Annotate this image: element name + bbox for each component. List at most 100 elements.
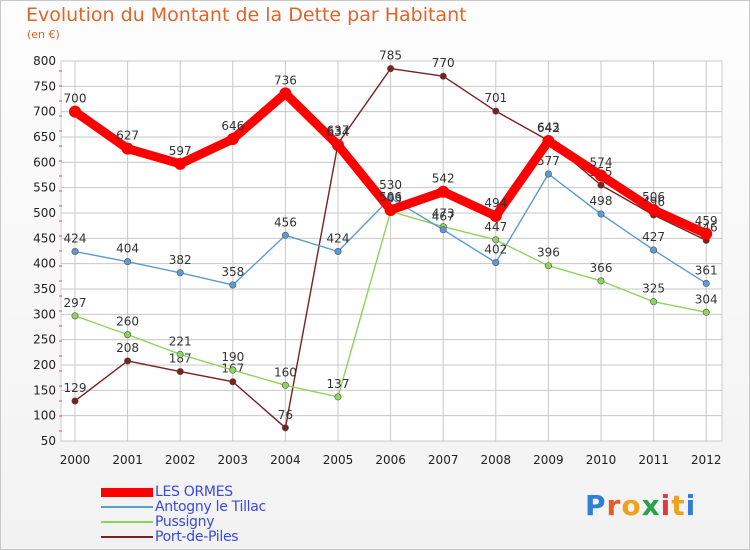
legend-item-port-de-piles: Port-de-Piles [101,529,239,545]
y-tick-label: 300 [33,307,56,321]
data-label: 634 [327,125,350,139]
data-point [229,366,237,374]
data-point [492,236,500,244]
data-point [229,378,237,386]
data-point [544,262,552,270]
y-tick-label: 550 [33,181,56,195]
data-label: 424 [64,232,87,246]
data-label: 736 [274,73,297,87]
data-label: 642 [537,121,560,135]
data-point [597,181,605,189]
data-point [71,397,79,405]
data-label: 325 [642,282,665,296]
x-tick-label: 2003 [218,453,249,467]
legend-swatch-antogny [101,506,153,508]
data-label: 459 [695,214,718,228]
legend-item-antogny: Antogny le Tillac [101,499,266,515]
data-point [489,210,502,223]
data-point [176,269,184,277]
data-label: 530 [379,178,402,192]
data-label: 542 [432,172,455,186]
data-label: 700 [64,92,87,106]
data-point [492,259,500,267]
legend-label-antogny: Antogny le Tillac [155,499,266,515]
data-label: 456 [274,215,297,229]
x-tick-label: 2007 [428,453,459,467]
data-point [226,133,239,146]
data-label: 402 [484,243,507,257]
logo-letter: o [621,489,642,522]
x-tick-label: 2002 [165,453,196,467]
data-label: 473 [432,207,455,221]
logo-letter: i [685,489,697,522]
y-tick-label: 750 [33,79,56,93]
logo-letter: t [671,489,686,522]
x-tick-label: 2010 [586,453,617,467]
data-point [176,350,184,358]
legend-label-les-ormes: LES ORMES [155,484,233,500]
unit-label: (en €) [27,28,60,41]
data-label: 396 [537,246,560,260]
data-label: 424 [327,232,350,246]
data-point [597,210,605,218]
legend-swatch-port-de-piles [101,536,153,538]
data-label: 447 [484,220,507,234]
data-point [387,65,395,73]
data-point [700,227,713,240]
data-label: 190 [221,350,244,364]
data-label: 597 [169,144,192,158]
y-tick-label: 150 [33,383,56,397]
x-tick-label: 2011 [638,453,669,467]
data-point [439,226,447,234]
x-tick-label: 2012 [691,453,722,467]
y-tick-label: 400 [33,257,56,271]
data-label: 498 [590,194,613,208]
data-label: 404 [116,242,139,256]
chart-title: Evolution du Montant de la Dette par Hab… [26,4,467,26]
data-label: 646 [221,119,244,133]
y-tick-label: 500 [33,206,56,220]
y-tick-label: 700 [33,105,56,119]
data-label: 467 [432,210,455,224]
data-label: 304 [695,292,718,306]
data-point [437,185,450,198]
logo-letter: i [660,489,672,522]
plot-area [60,60,723,442]
x-tick-label: 2004 [270,453,301,467]
y-tick-label: 800 [33,54,56,68]
y-tick-label: 100 [33,409,56,423]
legend-swatch-les-ormes [101,487,153,497]
x-tick-label: 2008 [481,453,512,467]
data-label: 129 [64,381,87,395]
y-tick-label: 650 [33,130,56,144]
data-label: 160 [274,365,297,379]
logo-letter: r [606,489,622,522]
legend-label-port-de-piles: Port-de-Piles [155,529,239,545]
data-label: 427 [642,230,665,244]
data-point [544,170,552,178]
data-label: 785 [379,49,402,63]
data-point [121,142,134,155]
data-label: 574 [590,156,613,170]
data-label: 577 [537,154,560,168]
x-tick-label: 2009 [533,453,564,467]
data-point [124,258,132,266]
data-label: 260 [116,315,139,329]
data-point [176,368,184,376]
y-tick-label: 200 [33,358,56,372]
data-point [281,424,289,432]
data-label: 382 [169,253,192,267]
data-point [229,281,237,289]
data-label: 187 [169,352,192,366]
data-label: 506 [379,190,402,204]
data-point [542,135,555,148]
data-label: 701 [484,91,507,105]
data-label: 361 [695,263,718,277]
legend-item-pussigny: Pussigny [101,514,215,530]
data-point [124,357,132,365]
y-tick-label: 50 [41,434,56,448]
data-label: 770 [432,56,455,70]
x-tick-label: 2000 [60,453,91,467]
data-point [650,298,658,306]
